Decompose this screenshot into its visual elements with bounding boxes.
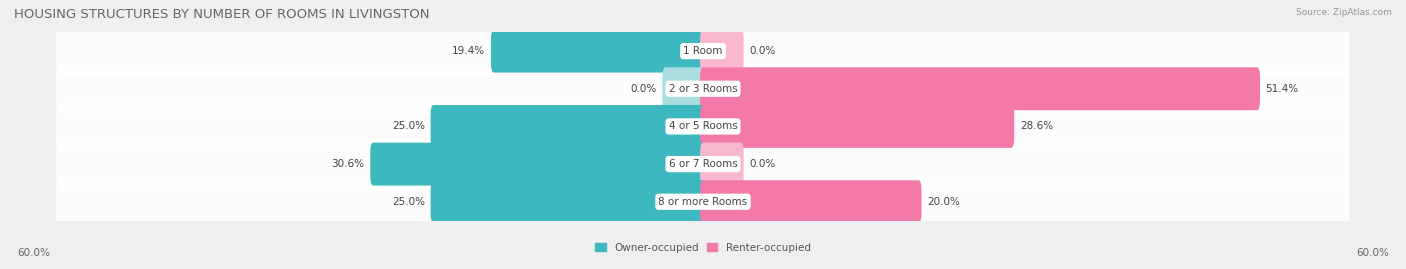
Text: 1 Room: 1 Room	[683, 46, 723, 56]
FancyBboxPatch shape	[700, 180, 921, 223]
Text: 30.6%: 30.6%	[332, 159, 364, 169]
FancyBboxPatch shape	[56, 26, 1350, 76]
FancyBboxPatch shape	[700, 67, 1260, 110]
FancyBboxPatch shape	[430, 105, 706, 148]
FancyBboxPatch shape	[56, 139, 1350, 189]
Text: 0.0%: 0.0%	[749, 159, 776, 169]
Text: 0.0%: 0.0%	[630, 84, 657, 94]
Text: 28.6%: 28.6%	[1019, 121, 1053, 132]
FancyBboxPatch shape	[370, 143, 706, 186]
Text: 8 or more Rooms: 8 or more Rooms	[658, 197, 748, 207]
FancyBboxPatch shape	[491, 30, 706, 73]
FancyBboxPatch shape	[700, 105, 1014, 148]
Text: 6 or 7 Rooms: 6 or 7 Rooms	[669, 159, 737, 169]
Text: 0.0%: 0.0%	[749, 46, 776, 56]
FancyBboxPatch shape	[700, 30, 744, 73]
Text: 25.0%: 25.0%	[392, 197, 425, 207]
Text: Source: ZipAtlas.com: Source: ZipAtlas.com	[1296, 8, 1392, 17]
FancyBboxPatch shape	[56, 176, 1350, 227]
Legend: Owner-occupied, Renter-occupied: Owner-occupied, Renter-occupied	[591, 238, 815, 257]
Text: 25.0%: 25.0%	[392, 121, 425, 132]
FancyBboxPatch shape	[700, 143, 744, 186]
Text: 60.0%: 60.0%	[17, 248, 49, 258]
Text: 20.0%: 20.0%	[927, 197, 960, 207]
Text: 19.4%: 19.4%	[453, 46, 485, 56]
FancyBboxPatch shape	[56, 63, 1350, 114]
Text: HOUSING STRUCTURES BY NUMBER OF ROOMS IN LIVINGSTON: HOUSING STRUCTURES BY NUMBER OF ROOMS IN…	[14, 8, 430, 21]
Text: 51.4%: 51.4%	[1265, 84, 1299, 94]
FancyBboxPatch shape	[56, 101, 1350, 152]
FancyBboxPatch shape	[662, 67, 706, 110]
Text: 4 or 5 Rooms: 4 or 5 Rooms	[669, 121, 737, 132]
FancyBboxPatch shape	[430, 180, 706, 223]
Text: 60.0%: 60.0%	[1357, 248, 1389, 258]
Text: 2 or 3 Rooms: 2 or 3 Rooms	[669, 84, 737, 94]
